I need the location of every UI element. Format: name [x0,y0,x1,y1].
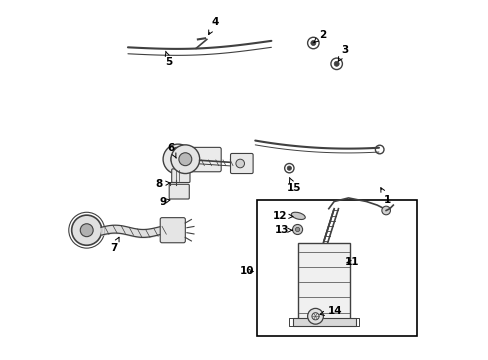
Circle shape [310,41,315,45]
Circle shape [171,152,185,166]
Circle shape [333,61,339,66]
Circle shape [375,145,383,154]
Circle shape [381,206,389,215]
Text: 10: 10 [240,266,254,276]
Bar [298,243,349,320]
Text: 4: 4 [208,17,218,35]
Bar [292,318,355,326]
Circle shape [80,224,93,237]
Circle shape [235,159,244,168]
Circle shape [292,225,302,234]
FancyBboxPatch shape [174,147,221,172]
Circle shape [286,166,291,170]
Text: 15: 15 [286,177,301,193]
Circle shape [171,145,199,174]
Text: 2: 2 [313,30,325,42]
Text: 3: 3 [338,45,348,61]
FancyBboxPatch shape [230,153,253,174]
FancyBboxPatch shape [169,184,189,199]
Text: 7: 7 [110,237,119,253]
Ellipse shape [291,212,305,220]
Text: 8: 8 [155,179,169,189]
FancyBboxPatch shape [160,218,185,243]
Text: 5: 5 [165,51,172,67]
Circle shape [307,37,319,49]
Circle shape [284,163,293,173]
Text: 6: 6 [167,143,176,158]
Circle shape [163,144,193,174]
FancyBboxPatch shape [171,169,190,183]
Text: 11: 11 [344,257,359,267]
Bar [257,200,416,336]
Circle shape [72,215,102,245]
Circle shape [330,58,342,69]
Circle shape [179,153,191,166]
Text: 14: 14 [319,306,342,316]
Text: 9: 9 [159,197,170,207]
Text: 13: 13 [274,225,292,235]
Text: 12: 12 [272,211,292,221]
Circle shape [295,227,299,231]
Text: 1: 1 [380,188,390,205]
Circle shape [307,309,323,324]
